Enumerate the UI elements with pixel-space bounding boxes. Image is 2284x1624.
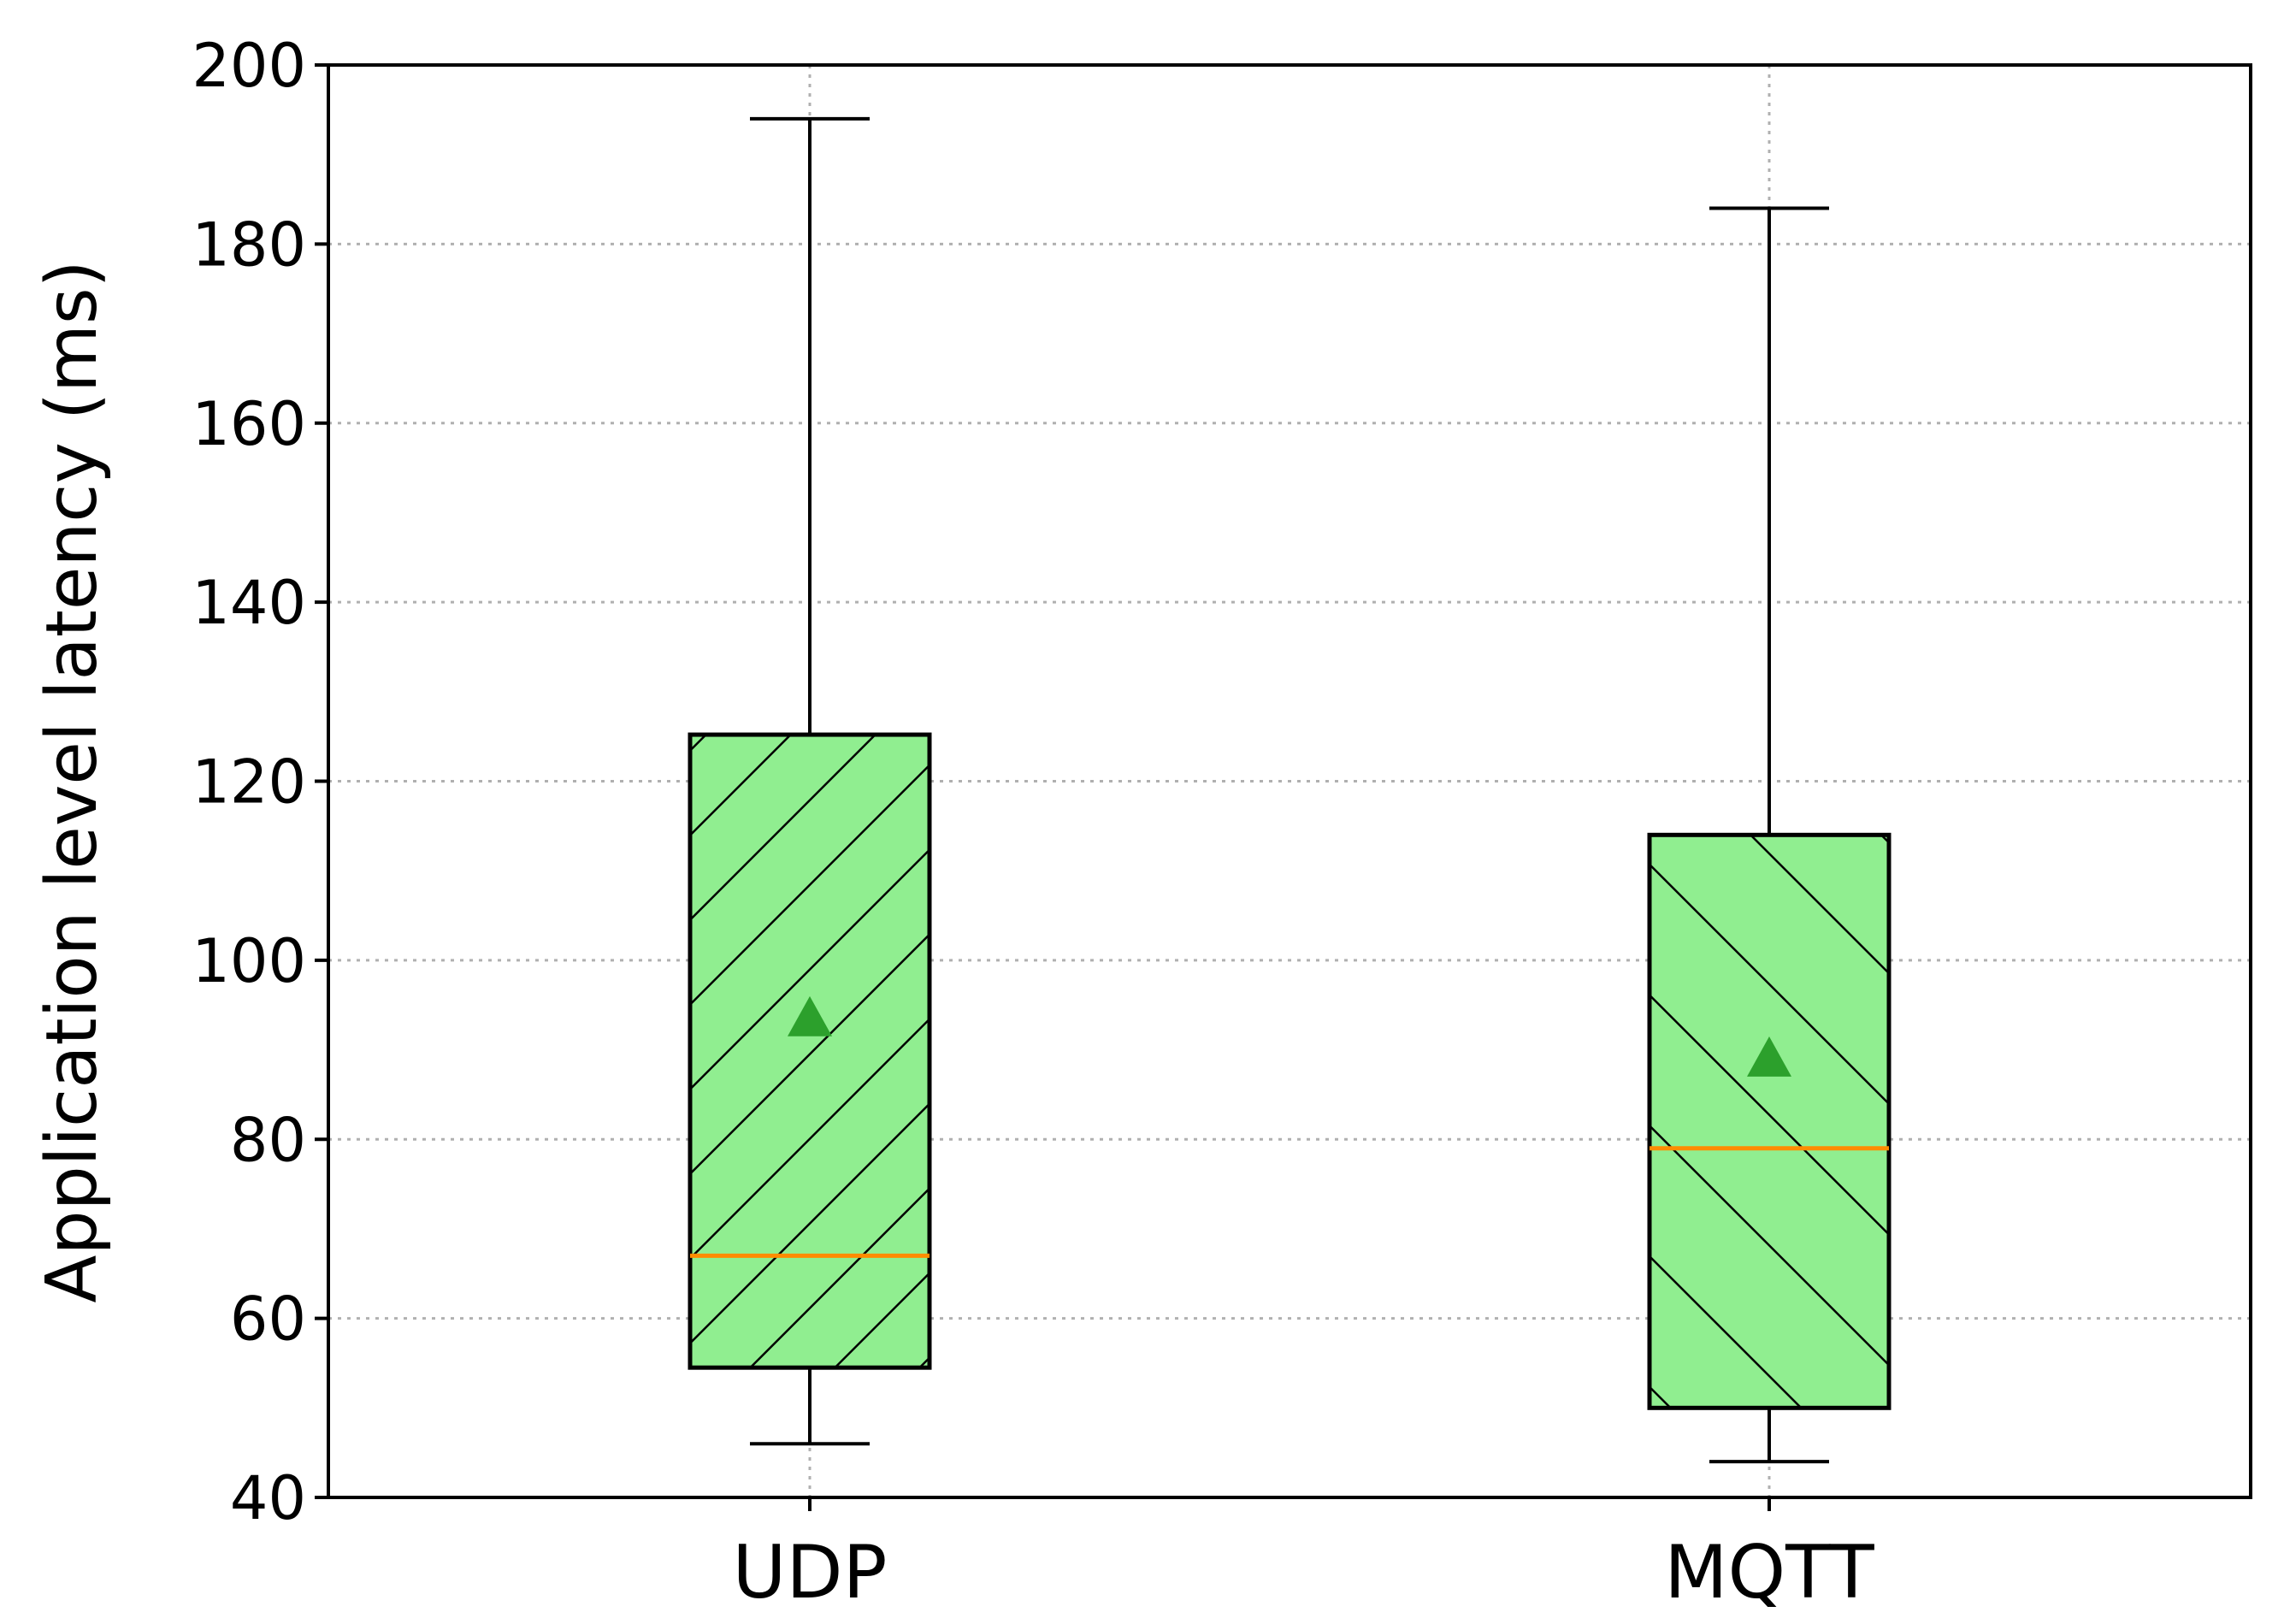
box-outline <box>688 732 932 1370</box>
y-axis-title: Application level latency (ms) <box>32 260 113 1302</box>
box-outline <box>1647 832 1892 1410</box>
y-tick-label: 140 <box>192 568 306 638</box>
grid-lines <box>328 65 2251 1497</box>
x-tick-label: UDP <box>732 1530 887 1615</box>
box-hatch <box>690 735 930 1368</box>
mean-marker <box>1747 1036 1791 1077</box>
y-tick-label: 160 <box>192 389 306 459</box>
y-tick-label: 180 <box>192 210 306 280</box>
y-tick-label: 100 <box>192 926 306 996</box>
box-plots <box>688 116 1892 1464</box>
y-tick-label: 40 <box>230 1463 306 1533</box>
y-tick-label: 120 <box>192 747 306 818</box>
y-tick-label: 60 <box>230 1284 306 1355</box>
y-tick-label: 80 <box>230 1105 306 1175</box>
x-tick-label: MQTT <box>1664 1530 1874 1615</box>
box-group-udp <box>688 116 932 1446</box>
x-axis-ticks: UDP MQTT <box>732 1497 1874 1615</box>
box-hatch <box>1650 835 1889 1408</box>
box-group-mqtt <box>1647 206 1892 1464</box>
mean-marker <box>788 995 832 1036</box>
y-tick-label: 200 <box>192 31 306 101</box>
y-axis-ticks: 40 60 80 100 120 140 160 180 200 <box>192 31 328 1533</box>
